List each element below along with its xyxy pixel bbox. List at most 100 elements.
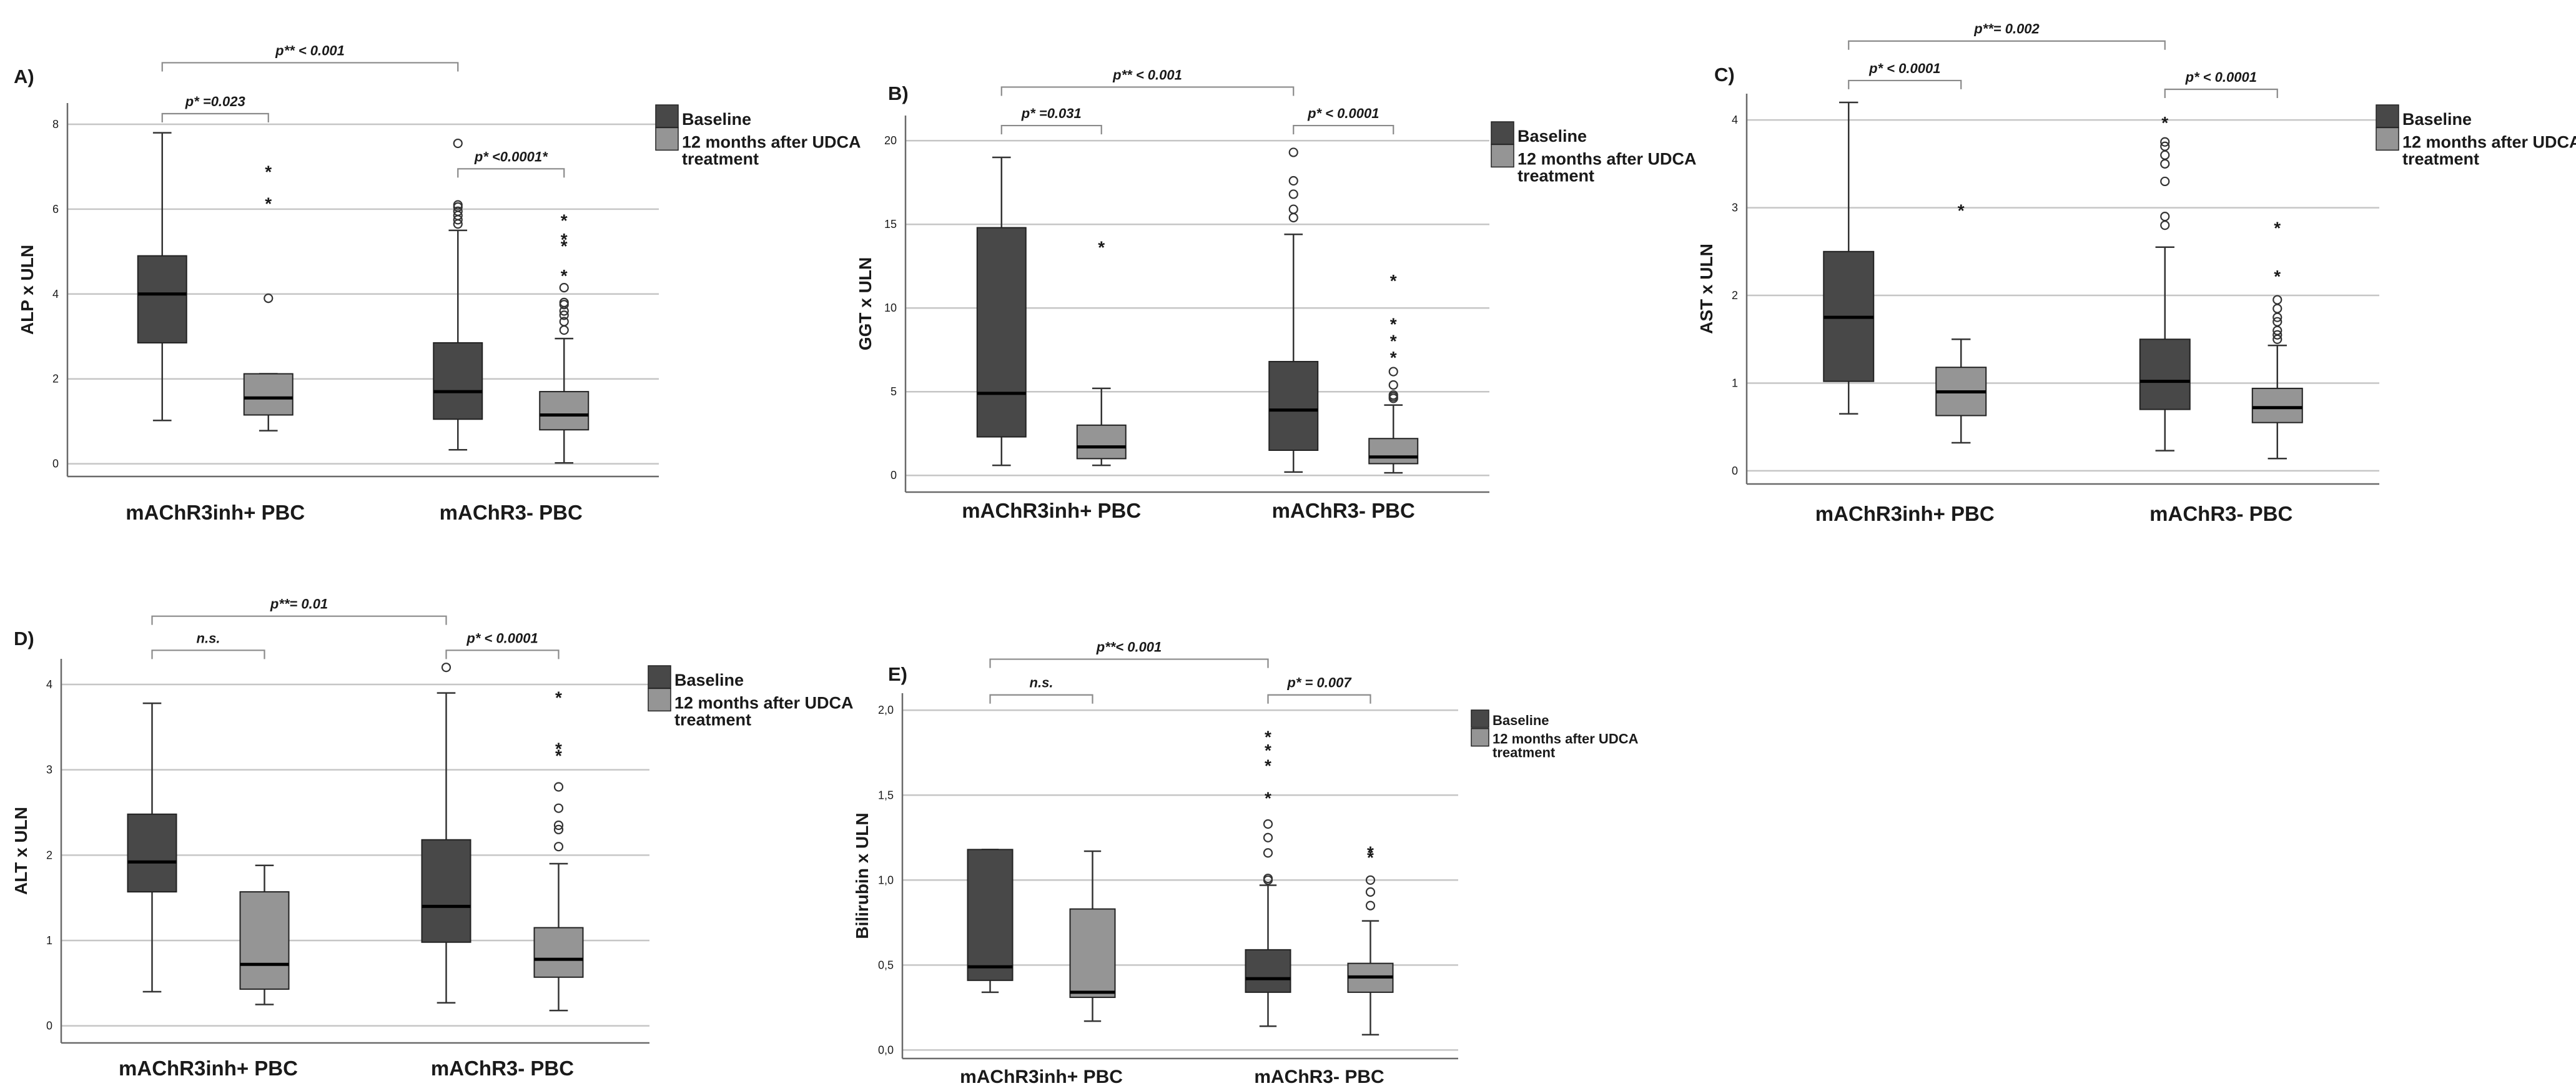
bracket-line — [1267, 694, 1371, 704]
y-tick-label: 1,5 — [878, 789, 894, 801]
y-tick-label: 4 — [52, 288, 59, 300]
outlier-circle — [2160, 141, 2170, 151]
significance-bracket: p* < 0.0001 — [1293, 106, 1394, 135]
legend-label-baseline: Baseline — [682, 110, 751, 129]
chart-panel-d: D) 0 1 2 3 4 ALT x ULN mAChR3inh+ PBC mAChR3- PB… — [11, 596, 854, 1080]
y-tick-label: 0,5 — [878, 959, 894, 971]
legend-label-baseline: Baseline — [674, 671, 744, 689]
y-tick-label: 8 — [52, 118, 59, 131]
boxplot-after-udca: * — [1076, 237, 1127, 467]
y-tick-label: 1 — [1732, 377, 1738, 389]
outlier-star: * — [1390, 331, 1397, 350]
outlier-star: * — [555, 688, 562, 707]
bracket-line — [989, 694, 1093, 704]
y-tick-label: 2 — [52, 373, 59, 385]
outlier-circle — [559, 317, 569, 327]
x-category-label: mAChR3inh+ PBC — [126, 501, 305, 524]
boxplot-after-udca: *** — [533, 688, 584, 1012]
x-category-label: mAChR3- PBC — [440, 501, 583, 524]
legend-swatch-after — [2376, 127, 2399, 151]
outlier-star: * — [561, 230, 568, 249]
legend-label-after: 12 months after UDCA — [1517, 149, 1697, 168]
y-tick-label: 15 — [884, 218, 897, 230]
bracket-label: p**< 0.001 — [1096, 639, 1162, 655]
boxplot-after-udca: ** — [1347, 842, 1394, 1036]
box-iqr — [2251, 387, 2303, 423]
bracket-label: p** < 0.001 — [1112, 67, 1182, 82]
outlier-circle — [553, 820, 564, 831]
y-axis-title: ALP x ULN — [17, 245, 37, 335]
legend-swatch-after — [1471, 728, 1489, 747]
x-category-label: mAChR3- PBC — [2149, 502, 2292, 525]
significance-bracket: p**= 0.002 — [1848, 21, 2166, 50]
outlier-circle — [1365, 901, 1376, 911]
outlier-star: * — [1958, 201, 1965, 220]
boxplot-baseline — [976, 156, 1027, 467]
y-axis-title: ALT x ULN — [11, 807, 31, 895]
significance-bracket: p* = 0.007 — [1267, 675, 1371, 704]
boxplot-baseline — [421, 663, 471, 1004]
boxplot-after-udca — [1069, 850, 1116, 1022]
legend-label-after-cont: treatment — [674, 710, 751, 729]
outlier-star: * — [555, 739, 562, 758]
outlier-circle — [1388, 380, 1398, 390]
y-tick-label: 2 — [46, 849, 52, 861]
legend-swatch-baseline — [1491, 121, 1514, 145]
outlier-circle — [1288, 147, 1298, 157]
y-tick-label: 4 — [46, 678, 52, 691]
outlier-star: * — [1098, 237, 1105, 257]
bracket-label: p* < 0.0001 — [466, 630, 538, 646]
legend-label-baseline: Baseline — [2402, 110, 2472, 129]
y-tick-label: 6 — [52, 203, 59, 215]
bracket-line — [1000, 86, 1295, 96]
significance-bracket: p** < 0.001 — [1000, 67, 1295, 96]
legend-swatch-baseline — [648, 665, 671, 689]
y-tick-label: 5 — [891, 385, 897, 398]
outlier-circle — [559, 283, 569, 293]
outlier-circle — [553, 782, 564, 792]
outlier-star: * — [2274, 267, 2281, 286]
outlier-star: * — [555, 746, 562, 765]
y-tick-label: 2 — [1732, 289, 1738, 302]
y-tick-label: 0,0 — [878, 1044, 894, 1056]
outlier-star: * — [1390, 271, 1397, 290]
bracket-line — [1848, 79, 1962, 89]
outlier-star: * — [265, 162, 272, 181]
boxplot-baseline: **** — [1245, 727, 1291, 1027]
y-tick-label: 0 — [891, 469, 897, 481]
outlier-circle — [553, 842, 564, 852]
bracket-line — [445, 649, 560, 659]
box-iqr — [127, 813, 177, 893]
chart-panel-a: A) 0 2 4 6 8 ALP x ULN mAChR3inh+ PBC mAChR3- PB… — [14, 42, 861, 524]
legend-label-after: 12 months after UDCA — [682, 132, 861, 151]
significance-bracket: p** < 0.001 — [161, 42, 459, 72]
significance-bracket: p* < 0.0001 — [2164, 69, 2278, 98]
boxplot-after-udca: **** — [1368, 271, 1419, 474]
outlier-star: * — [1390, 348, 1397, 367]
legend-label-baseline: Baseline — [1493, 713, 1549, 728]
outlier-circle — [264, 293, 274, 304]
box-iqr — [976, 227, 1027, 438]
chart-panel-c: C) 0 1 2 3 4 AST x ULN mAChR3inh+ PBC mAChR3- PB… — [1697, 21, 2576, 525]
box-iqr — [539, 391, 590, 431]
outlier-circle — [1288, 189, 1298, 199]
outlier-circle — [2160, 137, 2170, 147]
legend-label-after: 12 months after UDCA — [674, 693, 854, 712]
y-axis-title: Bilirubin x ULN — [852, 812, 872, 939]
outlier-circle — [2273, 304, 2282, 313]
outlier-circle — [2160, 159, 2170, 169]
boxplot-after-udca: **** — [539, 210, 590, 464]
bracket-line — [161, 62, 459, 72]
x-category-label: mAChR3inh+ PBC — [960, 1067, 1123, 1087]
outlier-star: * — [2161, 113, 2168, 132]
y-tick-label: 1,0 — [878, 874, 894, 886]
outlier-circle — [1365, 875, 1376, 885]
box-iqr — [1268, 360, 1319, 452]
bracket-line — [1848, 40, 2166, 50]
outlier-star: * — [1265, 756, 1271, 776]
outlier-star: * — [561, 236, 568, 255]
outlier-star: * — [1367, 847, 1374, 867]
significance-bracket: p**= 0.01 — [151, 596, 447, 625]
outlier-star: * — [1265, 727, 1271, 746]
boxplot-baseline — [1823, 101, 1875, 415]
